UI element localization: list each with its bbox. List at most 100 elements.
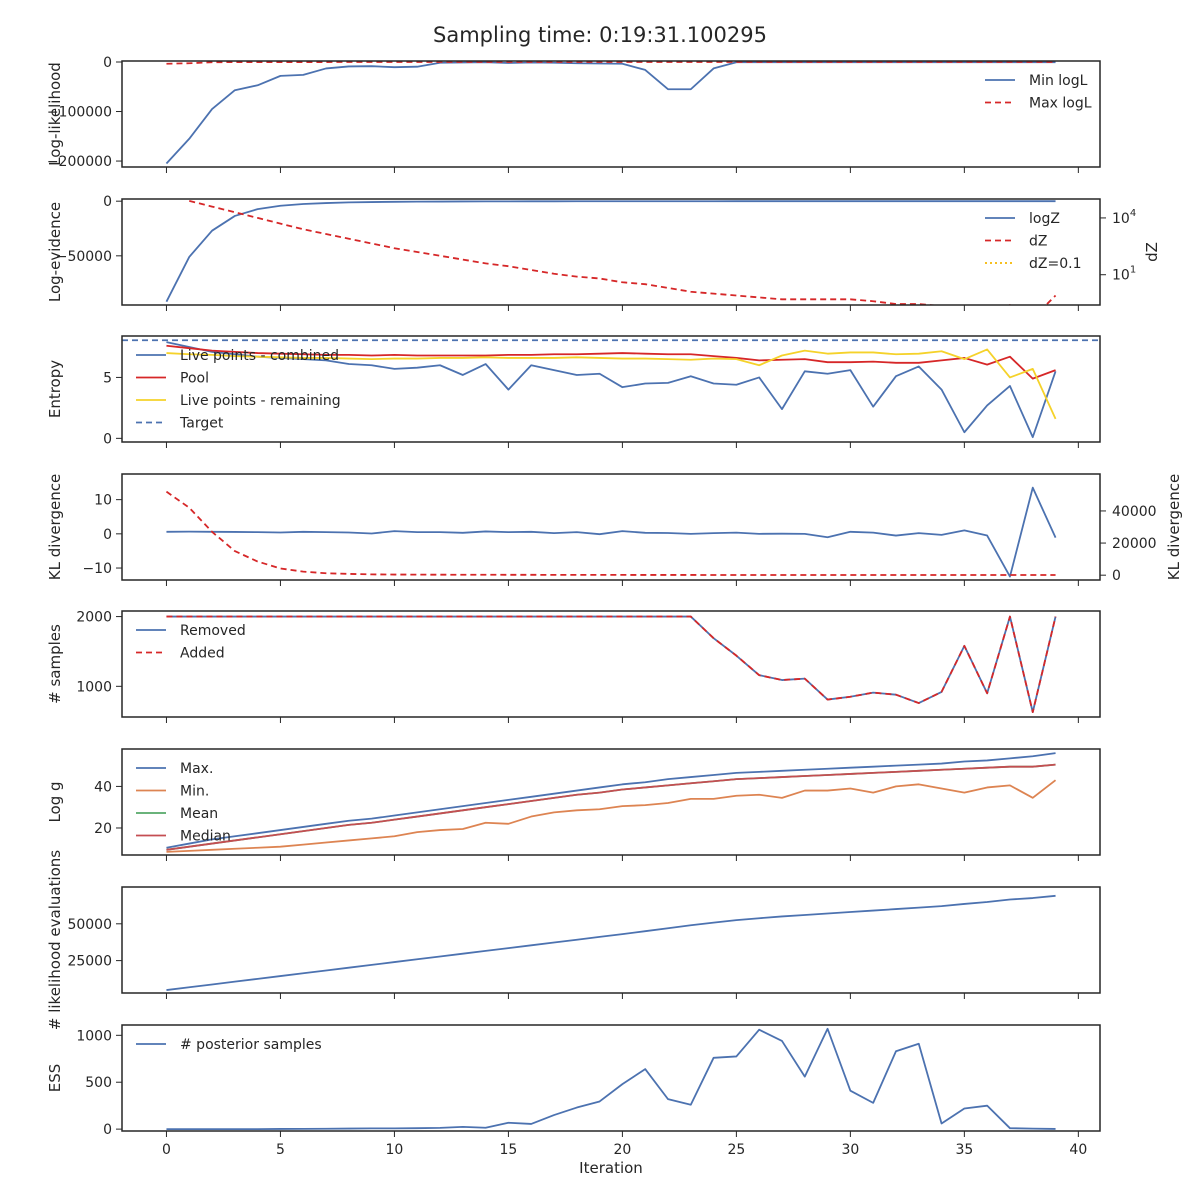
y-axis-label: # likelihood evaluations	[46, 850, 64, 1030]
plot-area	[166, 1027, 1056, 1131]
y-tick-label: 1000	[76, 679, 112, 695]
legend: # posterior samples	[136, 1037, 322, 1053]
panel-6: 40 20 Log g Max. Min. Mean Median	[46, 748, 1101, 861]
legend: logZ dZ dZ=0.1	[985, 211, 1081, 272]
legend-label: Added	[180, 646, 225, 662]
plot-area	[166, 894, 1056, 991]
y-axis-label: Log-likelihood	[46, 62, 64, 166]
y-axis-label: Entropy	[46, 360, 64, 418]
y-right-tick-label: 40000	[1112, 504, 1157, 520]
y-right-axis-label: KL divergence	[1165, 474, 1183, 580]
plot-area	[166, 752, 1057, 853]
panel-8: 0 5 10 15 20 25 30 35 40 1000 500 0 ESS Iteration # po…	[46, 1024, 1101, 1177]
plot-area	[122, 339, 1100, 439]
y-axis-label: ESS	[46, 1064, 64, 1093]
y-tick-label: 0	[103, 431, 112, 447]
legend-label: Max.	[180, 761, 213, 777]
plot-area	[165, 486, 1057, 578]
legend-label: # posterior samples	[180, 1037, 322, 1053]
y-tick-label: 25000	[67, 954, 112, 970]
y-tick-label: 1000	[76, 1028, 112, 1044]
x-tick-label: 5	[276, 1142, 285, 1158]
x-tick-label: 20	[613, 1142, 631, 1158]
panel-7: 50000 25000# likelihood evaluations	[46, 850, 1101, 1030]
x-tick-label: 10	[386, 1142, 404, 1158]
y-tick-label: 20	[94, 821, 112, 837]
y-tick-label: 0	[103, 194, 112, 210]
legend-label: logZ	[1029, 211, 1060, 227]
plot-area	[165, 61, 1056, 165]
y-axis-label: Log-evidence	[46, 202, 64, 302]
legend-label: Removed	[180, 623, 246, 639]
x-tick-label: 15	[499, 1142, 517, 1158]
plot-area	[165, 200, 1057, 305]
dz-line	[189, 200, 1057, 305]
legend-label: Min.	[180, 784, 209, 800]
logz-line	[165, 200, 1056, 303]
legend-label: Live points - remaining	[180, 393, 341, 409]
legend-label: Mean	[180, 806, 218, 822]
figure-title: Sampling time: 0:19:31.100295	[433, 23, 767, 47]
y-tick-label: 0	[103, 55, 112, 71]
y-axis-label: Log g	[46, 781, 64, 822]
x-tick-label: 25	[727, 1142, 745, 1158]
x-tick-label: 0	[162, 1142, 171, 1158]
legend-label: Min logL	[1029, 73, 1088, 89]
panel-5: 2000 1000 # samples Removed Added	[46, 610, 1101, 723]
y-tick-label: −100000	[47, 105, 112, 121]
legend-label: Pool	[180, 371, 209, 387]
axes-frame	[121, 886, 1101, 994]
legend-label: dZ	[1029, 234, 1047, 250]
live-points-remaining-line	[166, 348, 1057, 420]
y-tick-label: −200000	[47, 154, 112, 170]
legend-label: Target	[179, 416, 224, 432]
series-3-line	[165, 490, 1056, 576]
series-6-line	[166, 894, 1056, 991]
live-points-combined-line	[166, 341, 1057, 439]
y-right-tick-label: 0	[1112, 568, 1121, 584]
pool-line	[166, 344, 1056, 380]
y-right-axis-label: dZ	[1143, 242, 1161, 262]
x-tick-label: 30	[841, 1142, 859, 1158]
axes-frame	[121, 748, 1101, 856]
y-tick-label: 5	[103, 370, 112, 386]
axes-frame	[121, 473, 1101, 581]
x-tick-label: 40	[1069, 1142, 1087, 1158]
max-logl-line	[166, 61, 1056, 65]
legend-label: dZ=0.1	[1029, 256, 1081, 272]
y-tick-label: 0	[103, 527, 112, 543]
axes-frame	[121, 1024, 1101, 1132]
y-tick-label: 500	[85, 1075, 112, 1091]
legend-label: Live points - combined	[180, 348, 339, 364]
y-axis-label: KL divergence	[46, 474, 64, 580]
median-line	[166, 763, 1056, 851]
axes-frame	[121, 198, 1101, 306]
legend: Min logL Max logL	[985, 73, 1092, 112]
added-line	[166, 615, 1057, 714]
min-line	[166, 779, 1057, 853]
axes-frame	[121, 610, 1101, 718]
legend: Live points - combined Pool Live points - …	[136, 348, 341, 432]
y-axis-label: # samples	[46, 624, 64, 704]
y-right-tick-label: 20000	[1112, 536, 1157, 552]
panel-4: 10 0 −10 40000 20000 0 KL divergence KL diverge…	[46, 473, 1183, 586]
y-tick-label: 10	[94, 493, 112, 509]
legend: Removed Added	[136, 623, 246, 662]
legend-label: Median	[180, 829, 231, 845]
max-line	[166, 752, 1056, 849]
legend-label: Max logL	[1029, 96, 1092, 112]
y-tick-label: −10	[82, 561, 112, 577]
y-tick-label: 2000	[76, 610, 112, 626]
y-tick-label: −50000	[56, 249, 112, 265]
posterior-samples-line	[166, 1027, 1056, 1131]
y-tick-label: 50000	[67, 917, 112, 933]
y-tick-label: 0	[103, 1122, 112, 1138]
axes-frame	[121, 335, 1101, 443]
y-tick-label: 40	[94, 779, 112, 795]
plot-area	[166, 615, 1057, 714]
